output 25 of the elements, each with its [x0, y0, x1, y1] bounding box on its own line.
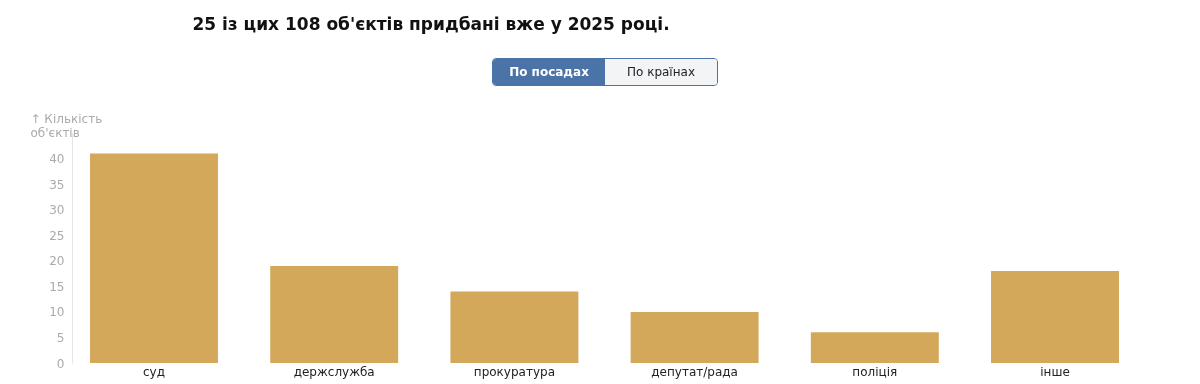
- x-tick-label: депутат/рада: [651, 364, 738, 379]
- y-tick-label: 10: [49, 305, 65, 320]
- chart-title: 25 із цих 108 об'єктів придбані вже у 2025 році.: [191, 14, 671, 34]
- y-tick-label: 5: [56, 330, 65, 345]
- toggle-button[interactable]: По посадах: [493, 59, 605, 85]
- x-tick-label: прокуратура: [473, 364, 555, 379]
- bar: [270, 265, 399, 363]
- y-axis-title: ↑ Кількість об'єктів: [30, 111, 103, 140]
- bar: [810, 332, 939, 363]
- bar: [90, 153, 218, 363]
- x-tick-label: поліція: [852, 364, 898, 379]
- y-tick-label: 15: [49, 279, 65, 294]
- y-tick-label: 40: [49, 152, 65, 167]
- toggle-button[interactable]: По країнах: [605, 59, 717, 85]
- y-tick-label: 35: [49, 177, 65, 192]
- x-tick-label: суд: [142, 364, 165, 379]
- bar: [630, 311, 759, 363]
- y-tick-label: 30: [49, 203, 65, 218]
- bar: [450, 291, 579, 363]
- y-tick-label: 25: [49, 228, 65, 243]
- y-tick-label: 0: [56, 356, 65, 371]
- y-tick-label: 20: [49, 254, 65, 269]
- x-tick-label: інше: [1040, 364, 1070, 379]
- x-tick-label: держслужба: [293, 364, 375, 379]
- bar: [991, 271, 1119, 363]
